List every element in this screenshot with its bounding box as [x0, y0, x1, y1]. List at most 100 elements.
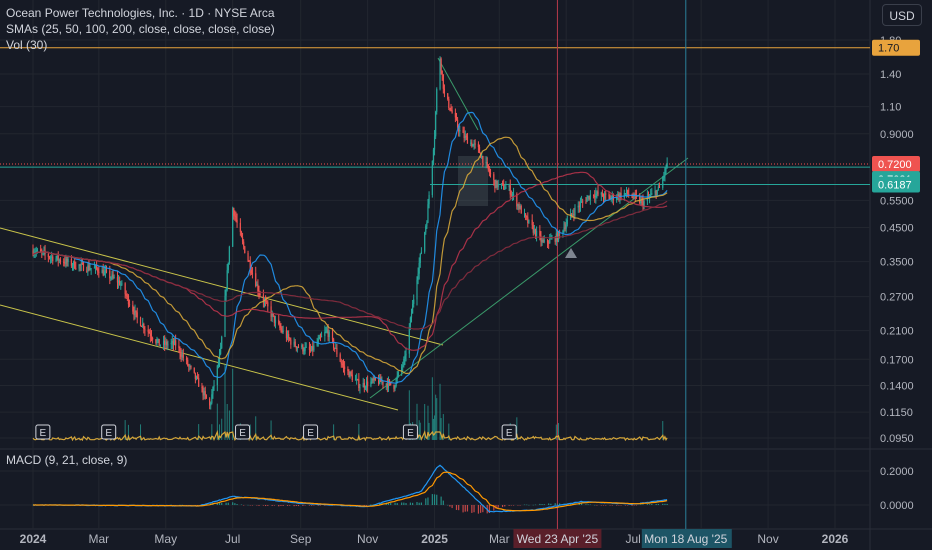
candle-body	[474, 143, 476, 145]
price-tick-label: 0.1150	[880, 407, 913, 419]
candle-body	[609, 196, 611, 200]
candle-body	[586, 197, 588, 202]
candle-body	[650, 194, 652, 197]
candle-body	[290, 339, 292, 345]
candle-body	[308, 346, 311, 351]
candle-body	[403, 359, 405, 366]
candle-body	[511, 194, 514, 196]
candle-body	[211, 394, 213, 403]
macd-histogram-bar	[569, 503, 572, 505]
macd-histogram-bar	[249, 505, 251, 506]
candle-body	[255, 273, 257, 287]
macd-signal-line	[33, 471, 668, 512]
trend-channel-upper	[0, 227, 444, 346]
candle-body	[170, 342, 172, 345]
macd-legend[interactable]: MACD (9, 21, close, 9)	[6, 453, 128, 467]
candle-body	[408, 326, 410, 354]
candle-body	[351, 374, 353, 381]
macd-histogram-bar	[262, 505, 264, 506]
earnings-marker-box	[101, 424, 117, 440]
candle-body	[121, 283, 123, 285]
candle-body	[541, 240, 543, 242]
candle-body	[147, 329, 149, 332]
candle-body	[510, 194, 512, 196]
candle-body	[393, 384, 395, 389]
candle-body	[404, 355, 406, 360]
candle-body	[517, 204, 519, 207]
candle-body	[631, 194, 633, 198]
candle-body	[512, 194, 515, 196]
macd-histogram-bar	[232, 502, 234, 505]
macd-histogram-bar	[466, 505, 469, 512]
candle-body	[82, 263, 85, 271]
candle-body	[420, 251, 422, 254]
candle-body	[266, 301, 268, 303]
volume-legend[interactable]: Vol (30)	[6, 38, 48, 52]
sma-legend[interactable]: SMAs (25, 50, 100, 200, close, close, cl…	[6, 22, 275, 36]
earnings-marker-box	[235, 424, 251, 440]
candle-body	[402, 365, 404, 367]
macd-histogram-bar	[589, 504, 591, 506]
candle-body	[632, 197, 634, 199]
candle-body	[110, 277, 112, 279]
candle-body	[604, 193, 606, 199]
candle-body	[326, 329, 328, 331]
macd-histogram-bar	[620, 505, 622, 506]
candle-body	[497, 183, 499, 188]
candle-body	[664, 168, 666, 176]
candle-body	[343, 366, 346, 369]
macd-histogram-bar	[473, 505, 475, 513]
candle-body	[98, 271, 100, 274]
candle-body	[139, 317, 142, 327]
candle-body	[424, 232, 426, 252]
candle-body	[55, 258, 57, 261]
macd-histogram-bar	[412, 502, 414, 505]
candle-body	[624, 193, 627, 195]
crosshair-time-box	[641, 529, 732, 548]
candle-body	[533, 229, 535, 233]
candle-body	[194, 372, 196, 379]
candle-body	[220, 348, 222, 355]
candle-body	[295, 346, 297, 349]
candle-body	[472, 144, 474, 147]
macd-histogram-bar	[501, 505, 504, 508]
sma-200-line	[32, 200, 668, 330]
macd-histogram-bar	[420, 502, 422, 505]
candle-body	[557, 231, 560, 241]
candle-body	[435, 111, 437, 137]
candle-body	[226, 270, 228, 290]
macd-histogram-bar	[493, 505, 495, 511]
symbol-title[interactable]: Ocean Power Technologies, Inc. · 1D · NY…	[6, 6, 275, 20]
candle-body	[531, 219, 533, 226]
candle-body	[316, 342, 318, 346]
candle-body	[74, 261, 76, 269]
macd-histogram-bar	[218, 502, 221, 505]
macd-histogram-bar	[523, 504, 526, 506]
candle-body	[311, 346, 313, 351]
candle-body	[97, 268, 99, 272]
price-axis-label-box	[872, 39, 920, 56]
price-tick-label: 0.4500	[880, 223, 914, 235]
candle-body	[640, 199, 642, 203]
candle-body	[466, 136, 469, 144]
candle-body	[447, 93, 449, 100]
candle-body	[81, 263, 83, 265]
candle-body	[116, 277, 119, 283]
candle-body	[416, 279, 418, 300]
macd-histogram-bar	[464, 505, 466, 512]
candle-body	[336, 348, 338, 355]
candle-body	[178, 345, 180, 348]
macd-histogram-bar	[387, 502, 390, 505]
macd-histogram-bar	[528, 504, 530, 506]
earnings-marker-label: E	[407, 428, 414, 439]
arrow-marker-icon	[565, 248, 577, 258]
candle-body	[111, 274, 113, 278]
candle-body	[180, 354, 182, 357]
currency-button[interactable]: USD	[882, 4, 922, 26]
candle-body	[465, 135, 467, 137]
macd-histogram-bar	[324, 505, 326, 506]
macd-histogram-bar	[293, 505, 295, 507]
candle-body	[309, 350, 312, 352]
candle-body	[187, 359, 189, 366]
